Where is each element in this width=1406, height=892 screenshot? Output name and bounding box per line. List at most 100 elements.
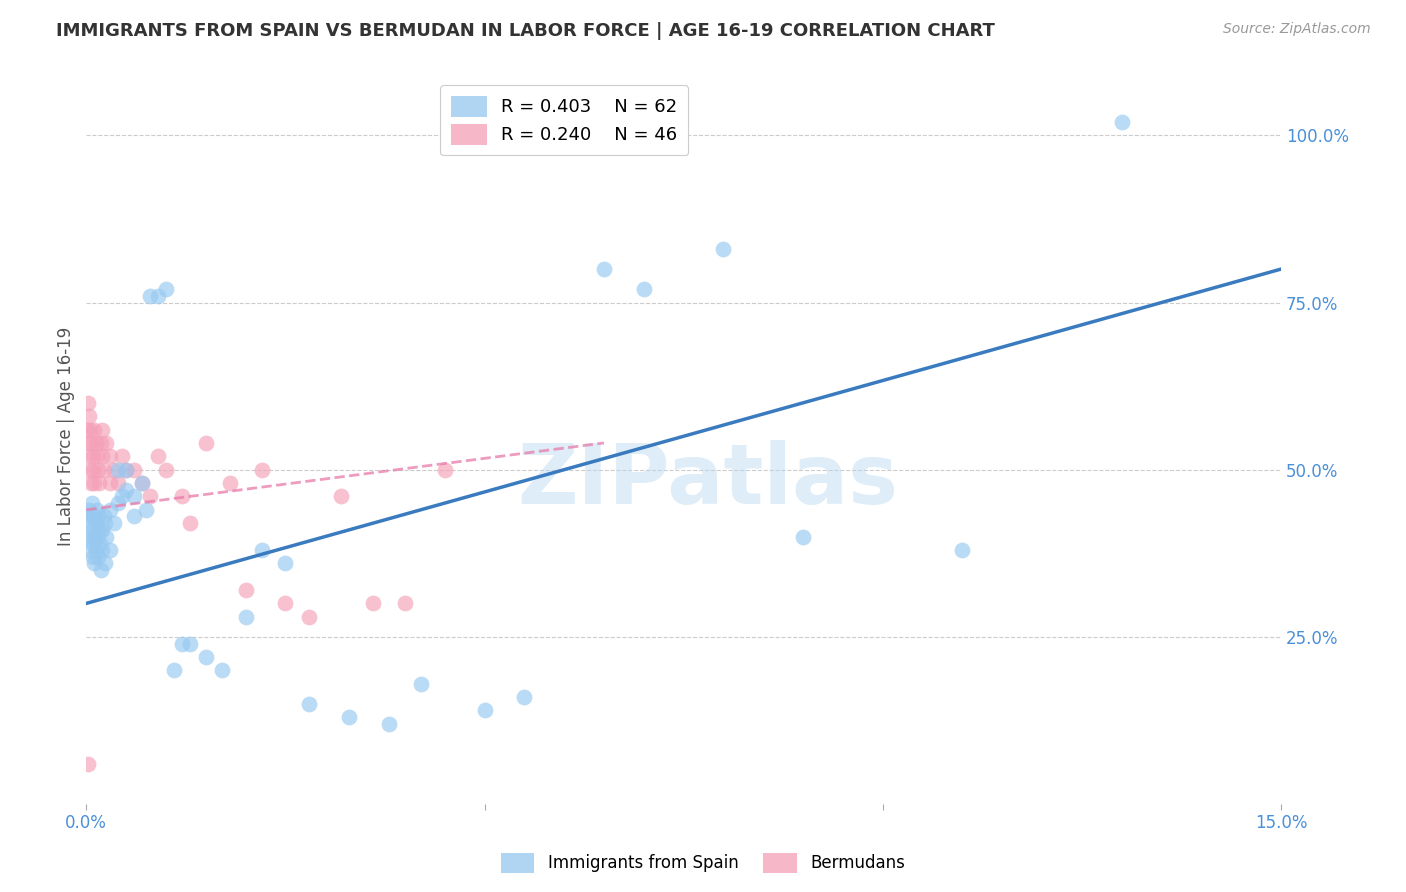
Point	[361, 596, 384, 610]
Point	[155, 463, 177, 477]
Point	[135, 503, 157, 517]
Point	[593, 262, 616, 277]
Point	[394, 596, 416, 610]
Text: Source: ZipAtlas.com: Source: ZipAtlas.com	[1223, 22, 1371, 37]
Point	[194, 649, 217, 664]
Point	[298, 697, 321, 711]
Point	[330, 490, 353, 504]
Point	[86, 503, 108, 517]
Point	[79, 423, 101, 437]
Point	[90, 436, 112, 450]
Point	[87, 476, 110, 491]
Point	[83, 476, 105, 491]
Point	[94, 556, 117, 570]
Legend: Immigrants from Spain, Bermudans: Immigrants from Spain, Bermudans	[495, 847, 911, 880]
Point	[98, 503, 121, 517]
Point	[79, 542, 101, 557]
Point	[77, 409, 100, 424]
Point	[146, 289, 169, 303]
Point	[98, 476, 121, 491]
Text: ZIPatlas: ZIPatlas	[517, 440, 898, 521]
Point	[155, 282, 177, 296]
Point	[77, 503, 100, 517]
Point	[122, 463, 145, 477]
Point	[107, 496, 129, 510]
Point	[79, 463, 101, 477]
Point	[86, 530, 108, 544]
Point	[86, 450, 108, 464]
Point	[82, 450, 104, 464]
Point	[107, 463, 129, 477]
Y-axis label: In Labor Force | Age 16-19: In Labor Force | Age 16-19	[58, 326, 75, 546]
Point	[194, 436, 217, 450]
Point	[179, 636, 201, 650]
Point	[122, 490, 145, 504]
Point	[91, 523, 114, 537]
Point	[98, 450, 121, 464]
Point	[83, 423, 105, 437]
Point	[83, 556, 105, 570]
Point	[87, 523, 110, 537]
Point	[111, 450, 134, 464]
Point	[337, 710, 360, 724]
Point	[87, 463, 110, 477]
Point	[146, 450, 169, 464]
Point	[80, 476, 103, 491]
Point	[93, 516, 115, 531]
Point	[77, 516, 100, 531]
Point	[633, 282, 655, 296]
Point	[115, 483, 138, 497]
Point	[91, 542, 114, 557]
Point	[87, 549, 110, 564]
Point	[77, 756, 100, 771]
Point	[250, 463, 273, 477]
Point	[93, 509, 115, 524]
Point	[250, 542, 273, 557]
Point	[713, 242, 735, 256]
Text: IMMIGRANTS FROM SPAIN VS BERMUDAN IN LABOR FORCE | AGE 16-19 CORRELATION CHART: IMMIGRANTS FROM SPAIN VS BERMUDAN IN LAB…	[56, 22, 995, 40]
Point	[80, 536, 103, 550]
Point	[83, 530, 105, 544]
Point	[122, 509, 145, 524]
Point	[274, 596, 297, 610]
Point	[82, 549, 104, 564]
Point	[131, 476, 153, 491]
Point	[170, 490, 193, 504]
Point	[111, 490, 134, 504]
Point	[107, 476, 129, 491]
Point	[84, 542, 107, 557]
Legend: R = 0.403    N = 62, R = 0.240    N = 46: R = 0.403 N = 62, R = 0.240 N = 46	[440, 85, 689, 155]
Point	[298, 609, 321, 624]
Point	[115, 463, 138, 477]
Point	[950, 542, 973, 557]
Point	[91, 423, 114, 437]
Point	[80, 496, 103, 510]
Point	[79, 450, 101, 464]
Point	[82, 509, 104, 524]
Point	[211, 663, 233, 677]
Point	[82, 463, 104, 477]
Point	[89, 536, 111, 550]
Point	[90, 563, 112, 577]
Point	[103, 516, 125, 531]
Point	[84, 436, 107, 450]
Point	[235, 609, 257, 624]
Point	[235, 582, 257, 597]
Point	[170, 636, 193, 650]
Point	[139, 490, 162, 504]
Point	[474, 703, 496, 717]
Point	[792, 530, 814, 544]
Point	[91, 450, 114, 464]
Point	[378, 716, 401, 731]
Point	[513, 690, 536, 704]
Point	[93, 463, 115, 477]
Point	[79, 530, 101, 544]
Point	[80, 523, 103, 537]
Point	[77, 436, 100, 450]
Point	[79, 509, 101, 524]
Point	[131, 476, 153, 491]
Point	[163, 663, 186, 677]
Point	[218, 476, 240, 491]
Point	[433, 463, 456, 477]
Point	[179, 516, 201, 531]
